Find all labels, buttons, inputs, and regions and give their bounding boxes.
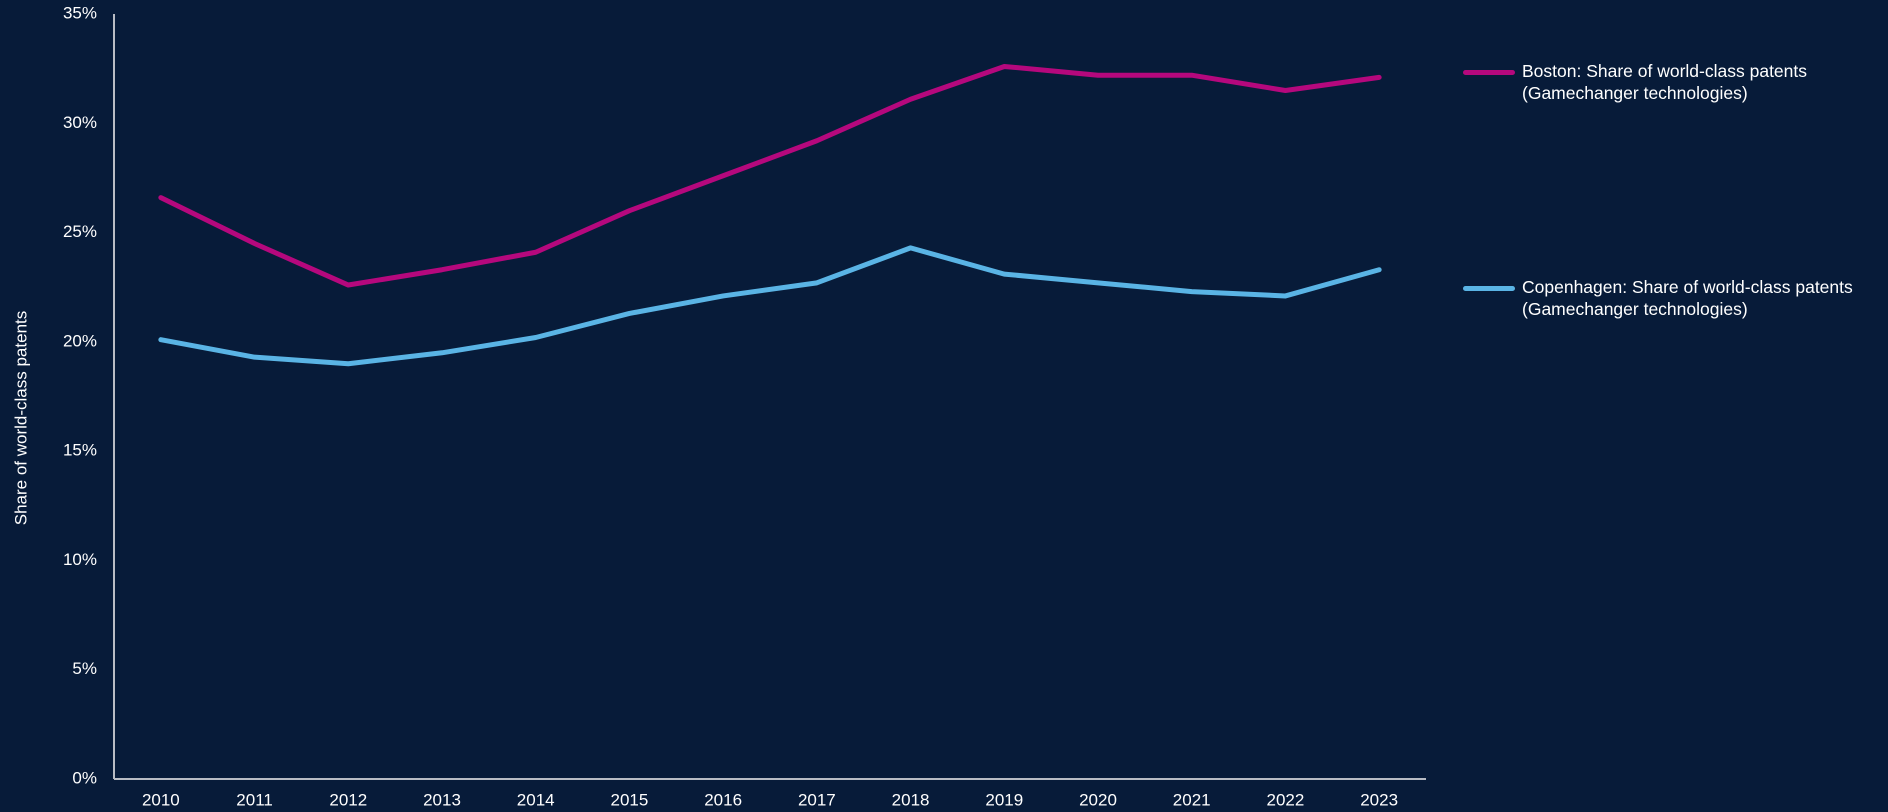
legend-item: Copenhagen: Share of world-class patents… xyxy=(1463,276,1884,320)
legend-swatch xyxy=(1463,70,1515,75)
y-tick-label: 0% xyxy=(72,768,97,787)
x-tick-label: 2021 xyxy=(1173,790,1211,809)
y-tick-label: 20% xyxy=(63,331,97,350)
legend-label: Copenhagen: Share of world-class patents… xyxy=(1522,277,1853,319)
y-tick-label: 15% xyxy=(63,441,97,460)
x-tick-label: 2022 xyxy=(1267,790,1305,809)
x-tick-label: 2012 xyxy=(329,790,367,809)
x-tick-label: 2018 xyxy=(892,790,930,809)
legend-swatch xyxy=(1463,286,1515,291)
x-tick-label: 2015 xyxy=(611,790,649,809)
legend-item: Boston: Share of world-class patents (Ga… xyxy=(1463,60,1884,104)
x-tick-label: 2017 xyxy=(798,790,836,809)
x-tick-label: 2013 xyxy=(423,790,461,809)
series-line xyxy=(158,245,1382,367)
y-tick-label: 10% xyxy=(63,550,97,569)
y-tick-label: 35% xyxy=(63,3,97,22)
y-axis-label: Share of world-class patents xyxy=(11,311,30,526)
y-tick-label: 5% xyxy=(72,659,97,678)
x-tick-label: 2023 xyxy=(1360,790,1398,809)
series-line xyxy=(158,63,1382,288)
y-tick-label: 25% xyxy=(63,222,97,241)
x-tick-label: 2019 xyxy=(985,790,1023,809)
y-tick-label: 30% xyxy=(63,113,97,132)
x-tick-label: 2020 xyxy=(1079,790,1117,809)
x-tick-label: 2016 xyxy=(704,790,742,809)
x-tick-label: 2011 xyxy=(236,790,273,809)
x-tick-label: 2010 xyxy=(142,790,180,809)
x-tick-label: 2014 xyxy=(517,790,555,809)
legend-label: Boston: Share of world-class patents (Ga… xyxy=(1522,61,1808,103)
